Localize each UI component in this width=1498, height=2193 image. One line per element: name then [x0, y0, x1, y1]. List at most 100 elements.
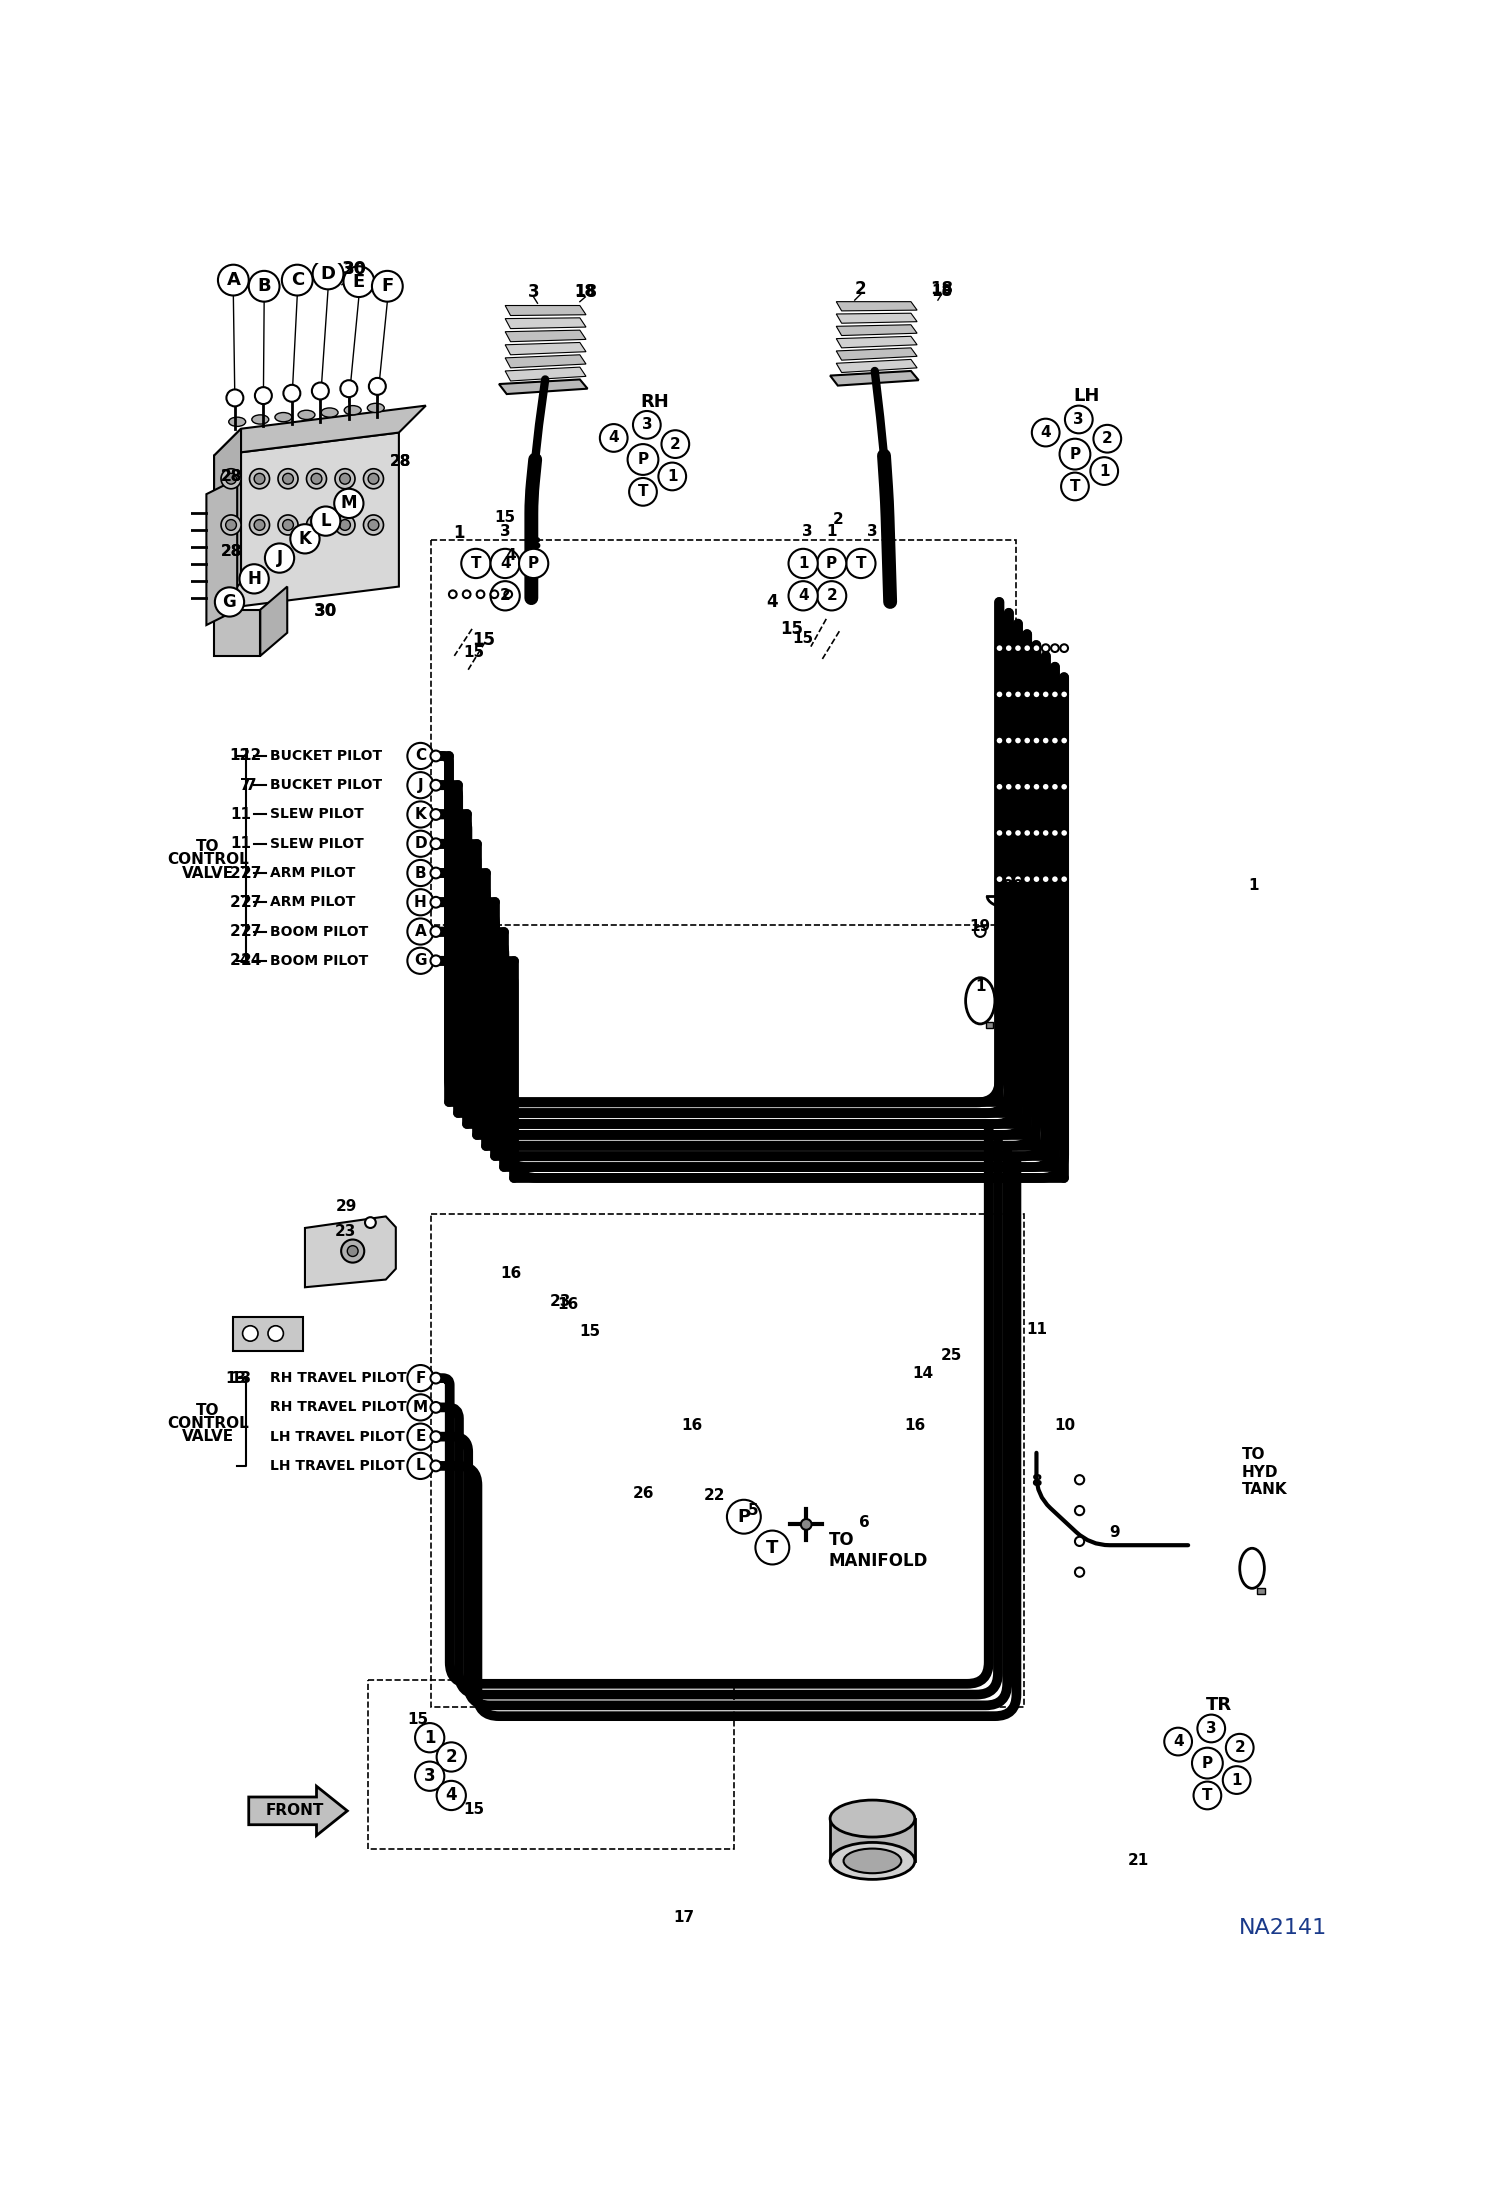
Text: 23: 23 [550, 1294, 571, 1309]
Text: BUCKET PILOT: BUCKET PILOT [270, 779, 382, 792]
Circle shape [214, 588, 244, 616]
Circle shape [1041, 645, 1050, 651]
Text: 2: 2 [855, 279, 867, 298]
Circle shape [1091, 456, 1118, 485]
Circle shape [250, 515, 270, 535]
Text: VALVE: VALVE [181, 1430, 234, 1445]
Text: 30: 30 [315, 603, 337, 621]
Circle shape [1197, 1715, 1225, 1741]
Circle shape [490, 590, 499, 599]
Text: 22: 22 [704, 1487, 725, 1502]
Text: 16: 16 [500, 1265, 521, 1281]
Text: 4: 4 [608, 430, 619, 445]
Circle shape [430, 956, 442, 967]
Text: 16: 16 [905, 1419, 926, 1434]
Circle shape [1041, 875, 1050, 884]
Circle shape [1023, 645, 1031, 651]
Text: 3: 3 [867, 524, 878, 539]
Text: 18: 18 [932, 285, 953, 298]
Circle shape [279, 469, 298, 489]
Text: 1: 1 [798, 557, 809, 570]
Circle shape [279, 515, 298, 535]
Circle shape [283, 384, 300, 401]
Circle shape [975, 925, 986, 936]
Circle shape [1076, 1507, 1085, 1515]
Circle shape [436, 1741, 466, 1772]
Polygon shape [306, 1217, 395, 1287]
Circle shape [407, 1395, 433, 1421]
Polygon shape [214, 406, 425, 456]
Text: 8: 8 [1031, 1474, 1041, 1489]
Text: 4: 4 [445, 1787, 457, 1805]
Polygon shape [214, 432, 398, 610]
Text: BUCKET PILOT: BUCKET PILOT [270, 750, 382, 763]
Circle shape [226, 474, 237, 485]
Circle shape [1023, 829, 1031, 838]
Circle shape [1222, 1765, 1251, 1794]
Text: 28: 28 [389, 454, 410, 469]
Text: LH TRAVEL PILOT: LH TRAVEL PILOT [270, 1430, 404, 1443]
Text: 27: 27 [240, 866, 262, 882]
Circle shape [788, 548, 818, 579]
Circle shape [1192, 1748, 1222, 1779]
Text: 1: 1 [1248, 877, 1258, 893]
Circle shape [1005, 645, 1013, 651]
Circle shape [1023, 783, 1031, 792]
Text: 3: 3 [527, 283, 539, 300]
Text: 3: 3 [641, 417, 652, 432]
Circle shape [340, 520, 351, 531]
Text: G: G [415, 954, 427, 969]
Circle shape [1032, 691, 1040, 697]
Circle shape [727, 1500, 761, 1533]
Text: J: J [277, 548, 283, 568]
Polygon shape [836, 360, 917, 373]
Circle shape [846, 548, 875, 579]
Circle shape [364, 515, 383, 535]
Text: RH: RH [640, 393, 670, 410]
Text: 25: 25 [941, 1347, 962, 1362]
Circle shape [1041, 691, 1050, 697]
Text: 1: 1 [667, 469, 677, 485]
Text: P: P [825, 557, 837, 570]
Circle shape [1059, 439, 1091, 469]
Circle shape [343, 265, 374, 296]
Circle shape [407, 772, 433, 798]
Polygon shape [836, 314, 917, 322]
Text: 4: 4 [1173, 1735, 1183, 1750]
Circle shape [172, 590, 189, 607]
Circle shape [436, 1781, 466, 1809]
Circle shape [1194, 1781, 1221, 1809]
Text: P: P [1201, 1757, 1213, 1770]
Bar [234, 1316, 303, 1351]
Text: SLEW PILOT: SLEW PILOT [270, 838, 364, 851]
Text: 1: 1 [1100, 463, 1110, 478]
Bar [431, 1215, 1025, 1706]
Text: K: K [298, 531, 312, 548]
Circle shape [268, 1327, 283, 1342]
Text: 3: 3 [1206, 1722, 1216, 1737]
Text: T: T [638, 485, 649, 500]
Circle shape [1061, 645, 1068, 651]
Circle shape [659, 463, 686, 491]
Circle shape [1052, 645, 1059, 651]
Circle shape [364, 469, 383, 489]
Circle shape [430, 838, 442, 849]
Circle shape [255, 388, 271, 404]
Circle shape [222, 515, 241, 535]
Text: 24: 24 [229, 954, 252, 969]
Circle shape [463, 590, 470, 599]
Text: 15: 15 [494, 509, 515, 524]
Text: 28: 28 [389, 454, 410, 469]
Text: 12: 12 [241, 748, 262, 763]
Circle shape [1023, 691, 1031, 697]
Text: C: C [291, 272, 304, 289]
Circle shape [307, 515, 327, 535]
Circle shape [1061, 737, 1068, 743]
Text: 30: 30 [343, 261, 366, 276]
Circle shape [172, 539, 189, 555]
Circle shape [1052, 875, 1059, 884]
Text: LH: LH [1074, 388, 1100, 406]
Text: 11: 11 [231, 836, 252, 851]
Text: E: E [352, 272, 366, 292]
Text: 24: 24 [240, 954, 262, 969]
